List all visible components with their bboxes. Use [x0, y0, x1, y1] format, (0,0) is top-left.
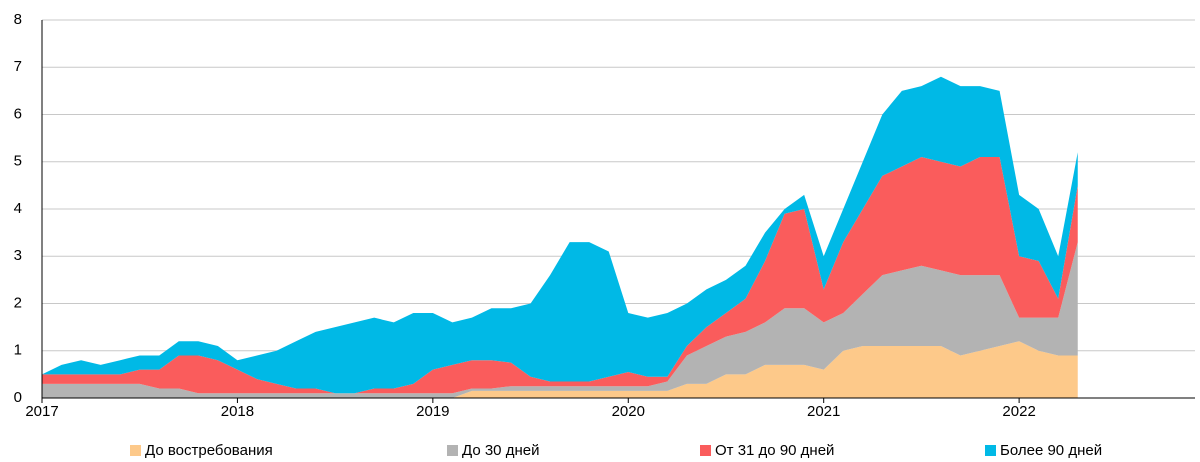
y-tick-label: 7 — [14, 58, 22, 75]
legend-label: Более 90 дней — [1000, 442, 1102, 459]
y-tick-label: 5 — [14, 153, 22, 170]
area — [42, 76, 1078, 394]
y-tick-label: 6 — [14, 105, 22, 122]
y-tick-label: 3 — [14, 247, 22, 264]
y-tick-label: 1 — [14, 342, 22, 359]
x-tick-label: 2018 — [221, 403, 254, 420]
x-tick-label: 2022 — [1002, 403, 1035, 420]
legend-swatch — [447, 445, 458, 456]
area — [42, 242, 1078, 398]
y-tick-label: 2 — [14, 294, 22, 311]
legend-label: До востребования — [145, 442, 273, 459]
x-tick-label: 2017 — [25, 403, 58, 420]
legend-swatch — [700, 445, 711, 456]
area — [42, 341, 1078, 398]
x-tick-label: 2019 — [416, 403, 449, 420]
legend-label: От 31 до 90 дней — [715, 442, 834, 459]
y-tick-label: 4 — [14, 200, 22, 217]
x-tick-label: 2021 — [807, 403, 840, 420]
x-tick-label: 2020 — [612, 403, 645, 420]
y-tick-label: 0 — [14, 389, 22, 406]
legend-swatch — [130, 445, 141, 456]
legend-label: До 30 дней — [462, 442, 539, 459]
legend-swatch — [985, 445, 996, 456]
y-tick-label: 8 — [14, 11, 22, 28]
